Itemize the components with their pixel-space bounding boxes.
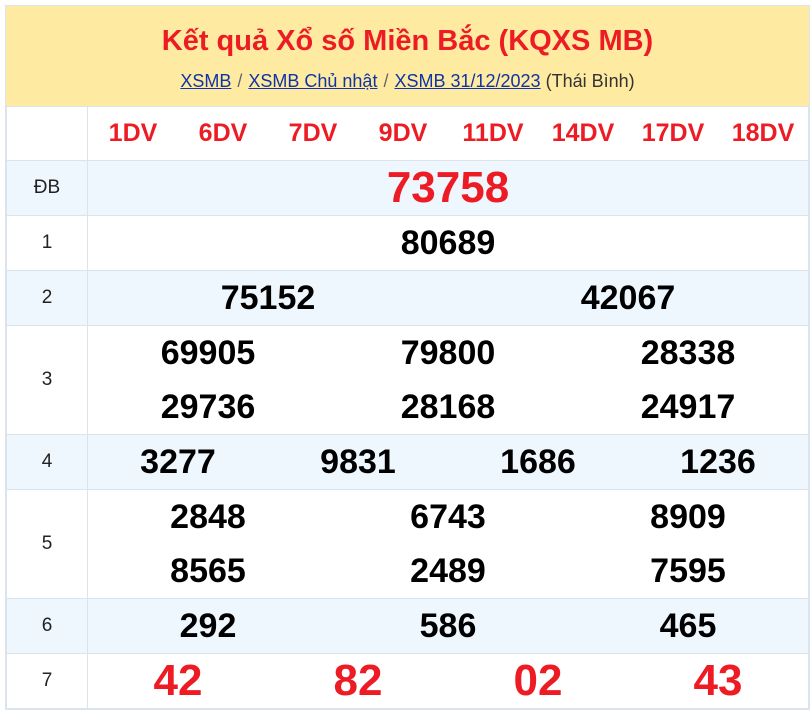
prize-number: 2489 (410, 552, 486, 590)
prize-number: 79800 (400, 334, 496, 372)
prize-number: 42067 (580, 279, 676, 317)
code-1dv: 1DV (108, 119, 158, 147)
prize-row-4: 4 3277 9831 1686 1236 (6, 434, 809, 490)
number-line: 8565 2489 7595 (88, 544, 808, 598)
prize-number: 1236 (680, 443, 756, 481)
prize-number: 1686 (500, 443, 576, 481)
prize-label: 6 (6, 598, 88, 654)
results-panel: Kết quả Xổ số Miền Bắc (KQXS MB) XSMB / XS… (5, 5, 810, 710)
number-line: 75152 42067 (88, 271, 808, 325)
prize-number: 292 (179, 607, 237, 645)
prize-number: 80689 (400, 224, 496, 262)
prize-row-2: 2 75152 42067 (6, 270, 809, 326)
province-label: (Thái Bình) (545, 71, 635, 91)
prize-row-0: ĐB 73758 (6, 160, 809, 216)
prize-number: 28338 (640, 334, 736, 372)
prize-row-1: 1 80689 (6, 215, 809, 271)
prize-number: 7595 (650, 552, 726, 590)
code-17dv: 17DV (641, 119, 705, 147)
prize-label: 1 (6, 215, 88, 271)
prize-label: 3 (6, 325, 88, 435)
prize-row-7: 7 42 82 02 43 (6, 653, 809, 709)
prize-numbers: 69905 79800 28338 29736 28168 24917 (87, 325, 809, 435)
prize-number: 586 (419, 607, 477, 645)
prize-label: 2 (6, 270, 88, 326)
prize-number: 75152 (220, 279, 316, 317)
number-line: 80689 (88, 216, 808, 270)
prize-number: 6743 (410, 498, 486, 536)
prize-number: 02 (513, 656, 563, 705)
prize-label: 5 (6, 489, 88, 599)
prize-numbers: 73758 (87, 160, 809, 216)
breadcrumb: XSMB / XSMB Chủ nhật / XSMB 31/12/2023 (Thái… (6, 71, 809, 92)
prize-number: 82 (333, 656, 383, 705)
prize-number: 73758 (386, 163, 510, 212)
prize-number: 43 (693, 656, 743, 705)
breadcrumb-separator: / (383, 71, 389, 91)
prize-row-6: 6 292 586 465 (6, 598, 809, 654)
breadcrumb-xsmb-date[interactable]: XSMB 31/12/2023 (394, 71, 541, 91)
code-7dv: 7DV (288, 119, 338, 147)
code-11dv: 11DV (462, 119, 524, 147)
prize-number: 2848 (170, 498, 246, 536)
prize-number: 8909 (650, 498, 726, 536)
prize-row-5: 5 2848 6743 8909 8565 2489 7595 (6, 489, 809, 599)
prize-label: ĐB (6, 160, 88, 216)
prize-number: 69905 (160, 334, 256, 372)
prize-numbers: 42 82 02 43 (87, 653, 809, 709)
code-9dv: 9DV (378, 119, 428, 147)
prize-row-3: 3 69905 79800 28338 29736 28168 24917 (6, 325, 809, 435)
prize-number: 3277 (140, 443, 216, 481)
codes-cell: 1DV 6DV 7DV 9DV 11DV 14DV 17DV 18DV (87, 106, 809, 161)
results-table: 1DV 6DV 7DV 9DV 11DV 14DV 17DV 18DV ĐB 73758 1 806… (6, 106, 809, 709)
prize-label: 7 (6, 653, 88, 709)
prize-label: 4 (6, 434, 88, 490)
code-6dv: 6DV (198, 119, 248, 147)
prize-number: 28168 (400, 388, 496, 426)
breadcrumb-separator: / (237, 71, 243, 91)
number-line: 3277 9831 1686 1236 (88, 435, 808, 489)
prize-numbers: 3277 9831 1686 1236 (87, 434, 809, 490)
number-line: 73758 (88, 161, 808, 215)
prize-numbers: 292 586 465 (87, 598, 809, 654)
breadcrumb-xsmb[interactable]: XSMB (180, 71, 232, 91)
prize-number: 8565 (170, 552, 246, 590)
breadcrumb-xsmb-sunday[interactable]: XSMB Chủ nhật (248, 71, 378, 91)
prize-numbers: 80689 (87, 215, 809, 271)
prize-numbers: 2848 6743 8909 8565 2489 7595 (87, 489, 809, 599)
number-line: 42 82 02 43 (88, 654, 808, 708)
prize-number: 42 (153, 656, 203, 705)
code-18dv: 18DV (731, 119, 795, 147)
codes-row: 1DV 6DV 7DV 9DV 11DV 14DV 17DV 18DV (6, 106, 809, 161)
prize-numbers: 75152 42067 (87, 270, 809, 326)
results-header: Kết quả Xổ số Miền Bắc (KQXS MB) XSMB / XS… (6, 6, 809, 106)
prize-number: 24917 (640, 388, 736, 426)
empty-cell (6, 106, 88, 161)
page-title: Kết quả Xổ số Miền Bắc (KQXS MB) (161, 25, 654, 57)
prize-number: 465 (659, 607, 717, 645)
number-line: 2848 6743 8909 (88, 490, 808, 544)
prize-number: 29736 (160, 388, 256, 426)
number-line: 29736 28168 24917 (88, 380, 808, 434)
prize-number: 9831 (320, 443, 396, 481)
number-line: 69905 79800 28338 (88, 326, 808, 380)
code-14dv: 14DV (551, 119, 615, 147)
number-line: 292 586 465 (88, 599, 808, 653)
